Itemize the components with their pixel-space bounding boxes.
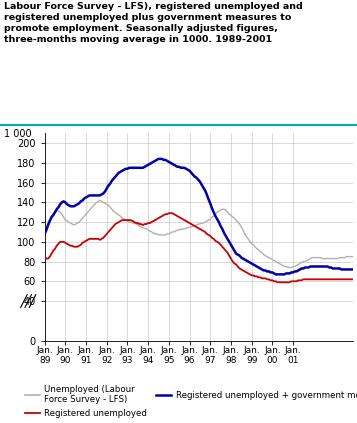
Legend: Unemployed (Labour
Force Survey - LFS), Registered unemployed, Registered unempl: Unemployed (Labour Force Survey - LFS), … bbox=[21, 381, 357, 421]
Text: 1 000: 1 000 bbox=[4, 129, 31, 139]
Text: Labour Force Survey - LFS), registered unemployed and
registered unemployed plus: Labour Force Survey - LFS), registered u… bbox=[4, 2, 302, 44]
